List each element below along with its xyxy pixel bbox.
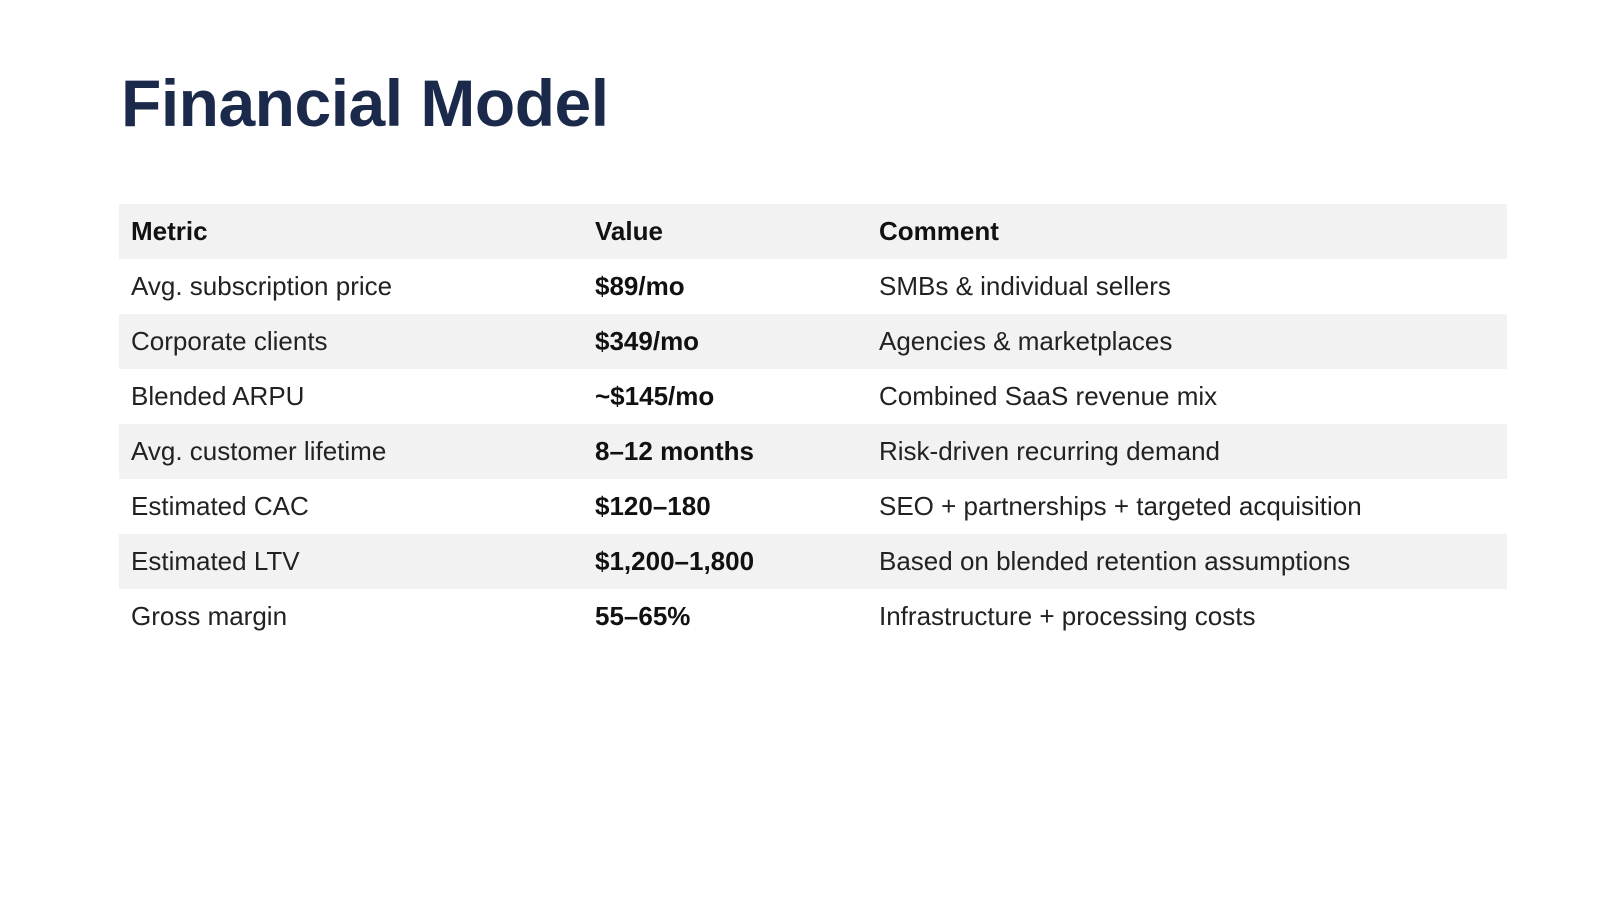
header-comment: Comment xyxy=(879,216,999,246)
table-row: Avg. customer lifetime 8–12 months Risk-… xyxy=(119,424,1507,479)
row-value: $1,200–1,800 xyxy=(595,546,755,576)
row-value: ~$145/mo xyxy=(595,381,715,411)
row-metric: Corporate clients xyxy=(131,326,328,356)
table-row: Estimated LTV $1,200–1,800 Based on blen… xyxy=(119,534,1507,589)
row-metric: Avg. subscription price xyxy=(131,271,393,301)
table-row: Estimated CAC $120–180 SEO + partnership… xyxy=(119,479,1507,534)
header-metric: Metric xyxy=(131,216,208,246)
table-row: Blended ARPU ~$145/mo Combined SaaS reve… xyxy=(119,369,1507,424)
table-row: Avg. subscription price $89/mo SMBs & in… xyxy=(119,259,1507,314)
row-value: 8–12 months xyxy=(595,436,754,466)
row-comment: Based on blended retention assumptions xyxy=(879,546,1351,576)
row-metric: Blended ARPU xyxy=(131,381,305,411)
row-comment: Agencies & marketplaces xyxy=(879,326,1173,356)
row-comment: SEO + partnerships + targeted acquisitio… xyxy=(879,491,1362,521)
slide-title: Financial Model xyxy=(121,66,609,140)
table-header-row: Metric Value Comment xyxy=(119,204,1507,259)
row-metric: Avg. customer lifetime xyxy=(131,436,387,466)
row-metric: Gross margin xyxy=(131,601,288,631)
row-comment: Risk-driven recurring demand xyxy=(879,436,1221,466)
row-comment: Infrastructure + processing costs xyxy=(879,601,1256,631)
row-comment: SMBs & individual sellers xyxy=(879,271,1171,301)
row-comment: Combined SaaS revenue mix xyxy=(879,381,1218,411)
header-value: Value xyxy=(595,216,663,246)
row-metric: Estimated LTV xyxy=(131,546,300,576)
table-row: Corporate clients $349/mo Agencies & mar… xyxy=(119,314,1507,369)
row-value: $89/mo xyxy=(595,271,685,301)
financial-model-table: Metric Value Comment Avg. subscription p… xyxy=(119,204,1507,644)
table-row: Gross margin 55–65% Infrastructure + pro… xyxy=(119,589,1507,644)
row-value: $120–180 xyxy=(595,491,711,521)
row-value: 55–65% xyxy=(595,601,691,631)
row-metric: Estimated CAC xyxy=(131,491,309,521)
row-value: $349/mo xyxy=(595,326,700,356)
